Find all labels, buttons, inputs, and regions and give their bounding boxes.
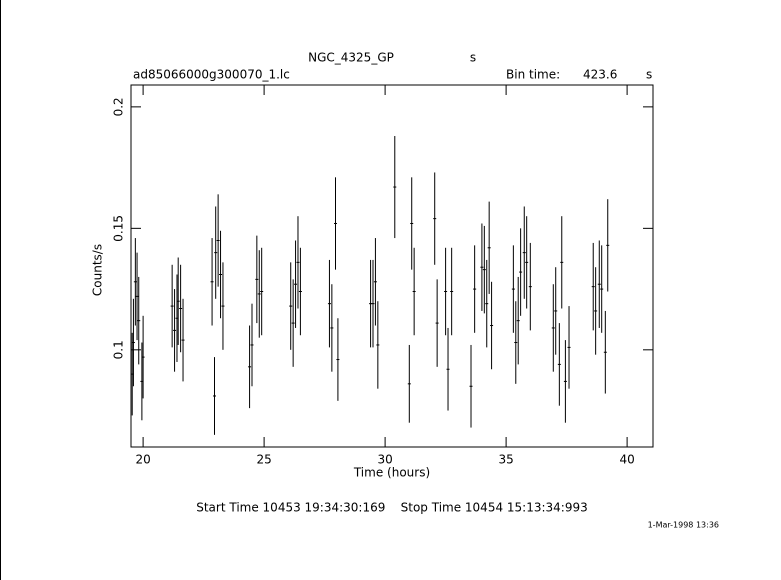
timestamp: 1-Mar-1998 13:36 xyxy=(648,521,719,530)
file-name: ad85066000g300070_1.lc xyxy=(133,68,290,82)
y-tick-label: 0.2 xyxy=(112,97,126,116)
bin-time: 423.6 xyxy=(583,68,617,82)
title-unit: s xyxy=(470,51,476,65)
y-axis-label: Counts/s xyxy=(91,244,105,296)
x-axis-label: Time (hours) xyxy=(353,466,430,480)
y-tick-label: 0.15 xyxy=(112,215,126,242)
plot-frame xyxy=(130,84,654,448)
x-tick-label: 20 xyxy=(135,453,150,467)
footer: Start Time 10453 19:34:30:169 Stop Time … xyxy=(196,501,588,515)
x-tick-label: 40 xyxy=(619,453,634,467)
x-tick-label: 25 xyxy=(256,453,271,467)
chart-title: NGC_4325_GP xyxy=(308,51,394,65)
bin-time-label: Bin time: xyxy=(506,68,560,82)
bin-time-unit: s xyxy=(646,68,652,82)
y-tick-label: 0.1 xyxy=(112,340,126,359)
x-tick-label: 35 xyxy=(498,453,513,467)
x-tick-label: 30 xyxy=(377,453,392,467)
